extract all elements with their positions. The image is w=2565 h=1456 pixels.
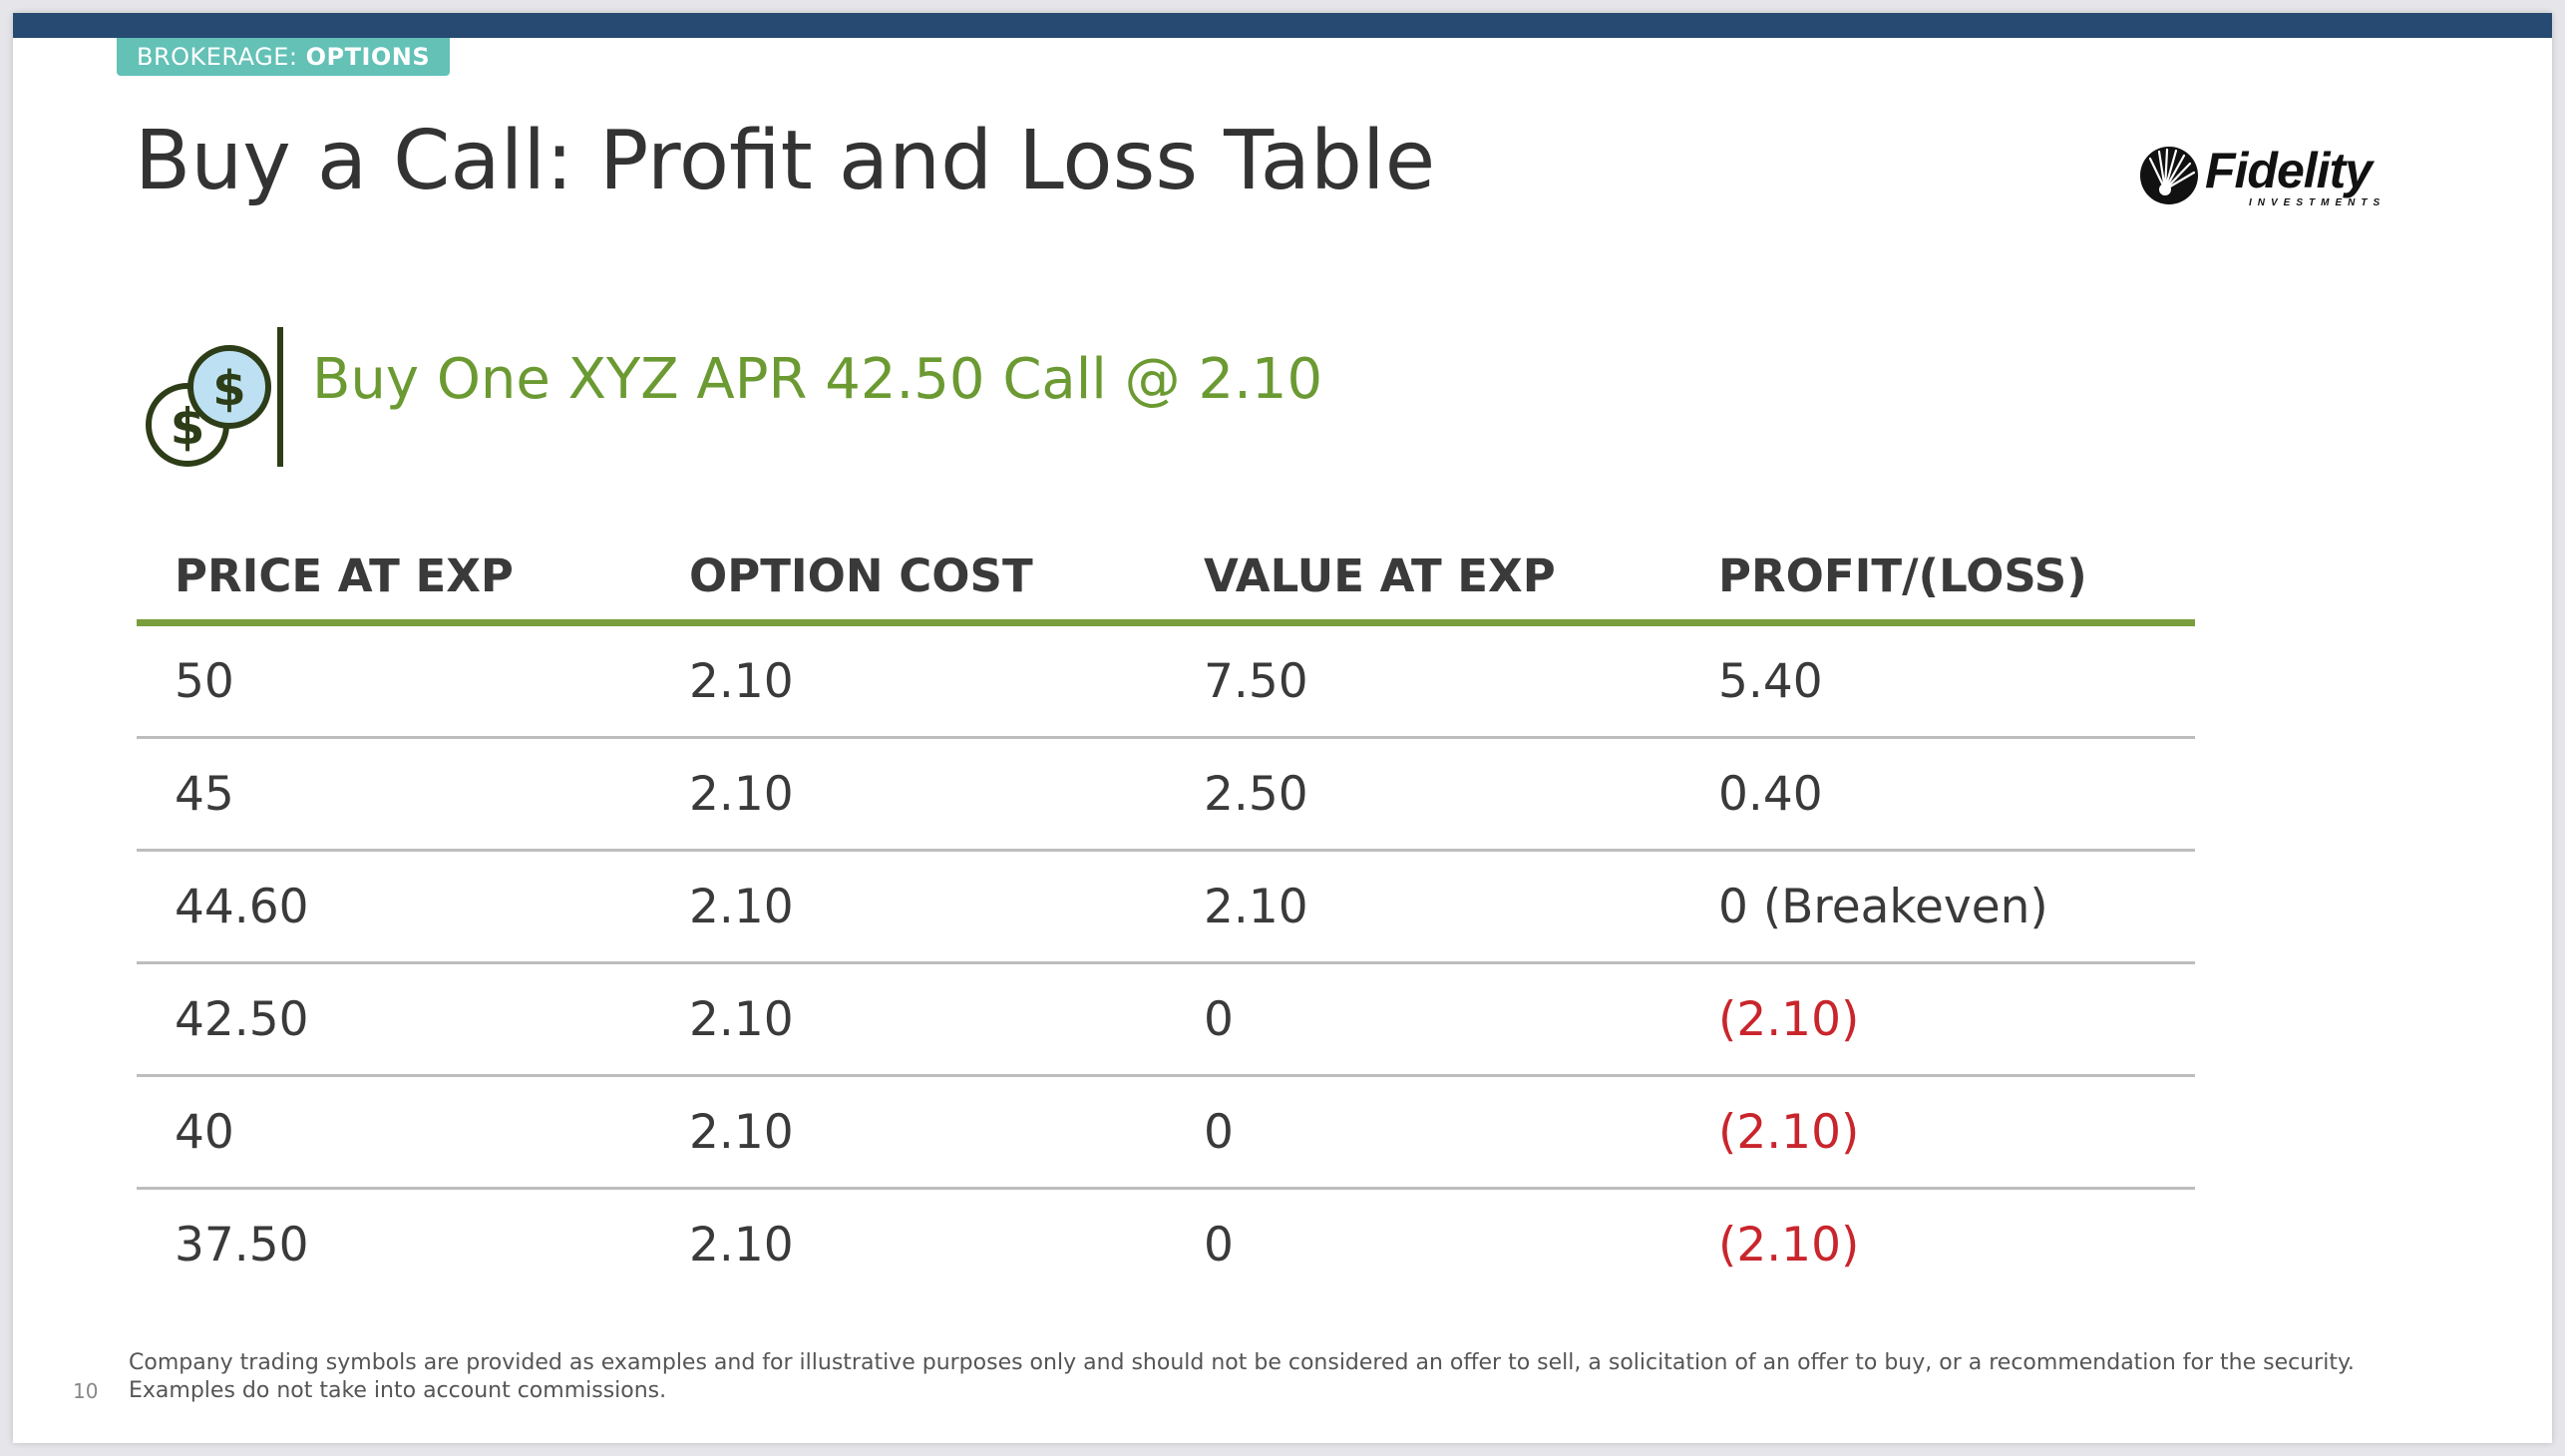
slide: BROKERAGE: OPTIONS Buy a Call: Profit an… (13, 13, 2552, 1443)
cell-price: 44.60 (137, 850, 651, 964)
section-tag-emphasis: OPTIONS (305, 43, 431, 71)
fidelity-starburst-icon (2140, 147, 2198, 204)
cell-profit-loss: (2.10) (1718, 1217, 1860, 1273)
table-row: 40 2.10 0 (2.10) (137, 1075, 2195, 1190)
cell-value: 0 (1166, 962, 1680, 1077)
cell-price: 45 (137, 737, 651, 852)
table-row: 42.50 2.10 0 (2.10) (137, 962, 2195, 1077)
cell-value: 2.50 (1166, 737, 1680, 852)
cell-cost: 2.10 (651, 962, 1166, 1077)
section-tag: BROKERAGE: OPTIONS (117, 38, 451, 76)
cell-cost: 2.10 (651, 622, 1166, 739)
disclaimer-line-1: Company trading symbols are provided as … (129, 1350, 2355, 1375)
cell-price: 50 (137, 622, 651, 739)
cell-cost: 2.10 (651, 737, 1166, 852)
cell-profit-loss: (2.10) (1680, 1075, 2195, 1190)
cell-price: 42.50 (137, 962, 651, 1077)
cell-price: 37.50 (175, 1217, 309, 1273)
cell-profit-loss: 0 (Breakeven) (1680, 850, 2195, 964)
table-header-row: PRICE AT EXP OPTION COST VALUE AT EXP PR… (137, 532, 2195, 626)
cell-value: 2.10 (1166, 850, 1680, 964)
svg-text:$: $ (212, 361, 245, 417)
table-row: 44.60 2.10 2.10 0 (Breakeven) (137, 850, 2195, 964)
cell-cost: 2.10 (651, 1075, 1166, 1190)
header-value-at-exp: VALUE AT EXP (1166, 532, 1680, 626)
heading-divider (277, 327, 283, 467)
cell-value: 0 (1204, 1217, 1234, 1273)
page-title: Buy a Call: Profit and Loss Table (135, 114, 1436, 208)
header-profit-loss: PROFIT/(LOSS) (1680, 532, 2195, 626)
fidelity-logo: Fidelity INVESTMENTS (2140, 143, 2385, 208)
section-tag-prefix: BROKERAGE: (137, 43, 306, 71)
page-number: 10 (73, 1379, 99, 1403)
logo-subtext: INVESTMENTS (2249, 197, 2385, 208)
top-bar (13, 13, 2552, 38)
header-option-cost: OPTION COST (651, 532, 1166, 626)
cell-cost: 2.10 (689, 1217, 794, 1273)
cell-profit-loss: 5.40 (1680, 622, 2195, 739)
cell-profit-loss: (2.10) (1680, 962, 2195, 1077)
disclaimer: Company trading symbols are provided as … (129, 1349, 2502, 1405)
logo-wordmark: Fidelity (2205, 143, 2375, 198)
cell-value: 0 (1166, 1075, 1680, 1190)
cell-profit-loss: 0.40 (1680, 737, 2195, 852)
table-row: 50 2.10 7.50 5.40 (137, 622, 2195, 739)
trade-heading: Buy One XYZ APR 42.50 Call @ 2.10 (312, 347, 1323, 412)
cell-cost: 2.10 (651, 850, 1166, 964)
cell-price: 40 (137, 1075, 651, 1190)
disclaimer-line-2: Examples do not take into account commis… (129, 1378, 667, 1403)
table-row: 45 2.10 2.50 0.40 (137, 737, 2195, 852)
cell-value: 7.50 (1166, 622, 1680, 739)
table-row: 37.50 2.10 0 (2.10) (137, 1189, 2195, 1300)
profit-loss-table: PRICE AT EXP OPTION COST VALUE AT EXP PR… (137, 532, 2195, 1299)
dollar-coins-icon: $ $ (146, 345, 271, 467)
header-price-at-exp: PRICE AT EXP (137, 532, 651, 626)
